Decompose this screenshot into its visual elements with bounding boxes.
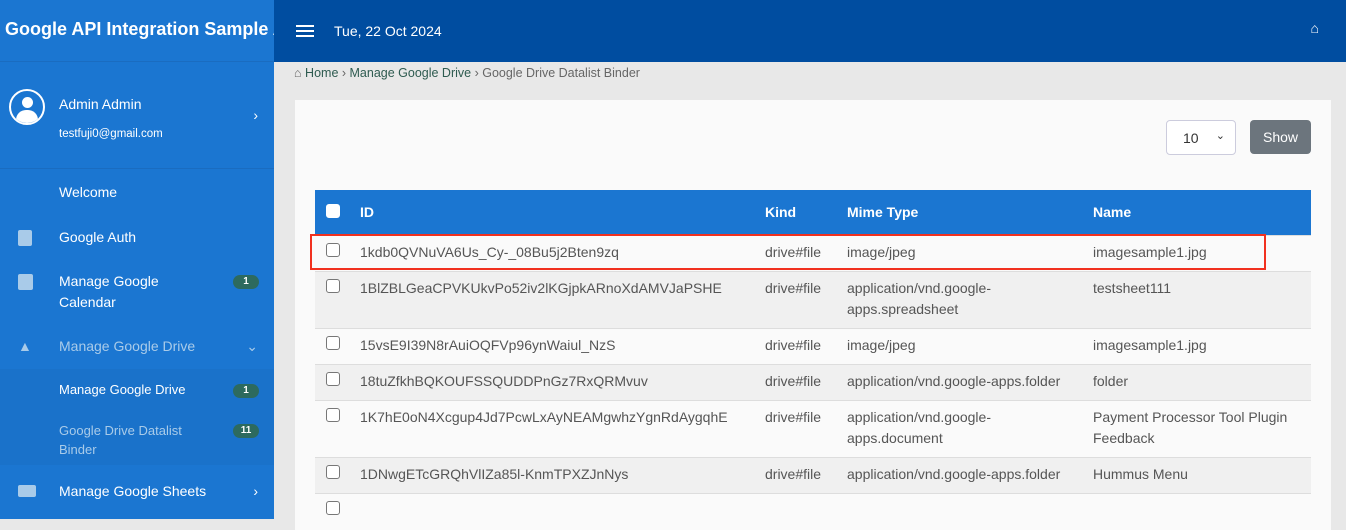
user-name: Admin Admin xyxy=(59,96,142,112)
hamburger-menu-icon[interactable] xyxy=(296,25,314,37)
sidebar-item-label: Google Drive Datalist Binder xyxy=(59,423,182,457)
select-all-checkbox[interactable] xyxy=(326,204,340,219)
cell-kind: drive#file xyxy=(765,270,847,328)
current-date: Tue, 22 Oct 2024 xyxy=(334,23,442,39)
sidebar-item-label: Manage Google Drive xyxy=(59,382,186,397)
cell-kind: drive#file xyxy=(765,456,847,493)
col-kind: Kind xyxy=(765,190,847,235)
col-id: ID xyxy=(360,190,765,235)
table-row[interactable]: 18tuZfkhBQKOUFSSQUDDPnGz7RxQRMvuv drive#f… xyxy=(315,363,1311,400)
chevron-down-icon: ⌄ xyxy=(1215,130,1225,142)
cell-mime: application/vnd.google-apps.folder xyxy=(847,363,1093,400)
user-panel[interactable]: Admin Admin testfuji0@gmail.com › xyxy=(0,62,274,169)
sheet-icon xyxy=(18,485,36,497)
show-button[interactable]: Show xyxy=(1250,120,1311,154)
cell-id: 1BlZBLGeaCPVKUkvPo52iv2lKGjpkARnoXdAMVJa… xyxy=(360,270,765,328)
page-size-value: 10 xyxy=(1183,130,1199,146)
row-checkbox[interactable] xyxy=(326,500,340,515)
cell-mime: application/vnd.google-apps.spreadsheet xyxy=(847,270,1093,328)
files-table: ID Kind Mime Type Name 1kdb0QVNuVA6Us_Cy… xyxy=(315,190,1311,529)
page-size-select[interactable]: 10 ⌄ xyxy=(1166,120,1236,155)
row-checkbox[interactable] xyxy=(326,371,340,386)
user-avatar-icon xyxy=(9,89,45,125)
sidebar-item-label: Manage Google Drive xyxy=(59,338,196,354)
table-row[interactable]: 1kdb0QVNuVA6Us_Cy-_08Bu5j2Bten9zq drive#f… xyxy=(315,234,1311,271)
breadcrumb-manage-drive[interactable]: Manage Google Drive xyxy=(349,66,472,80)
top-bar: Tue, 22 Oct 2024 ⌂ xyxy=(274,0,1346,62)
sidebar-item-label: Google Auth xyxy=(59,229,137,245)
home-icon: ⌂ xyxy=(294,66,302,80)
cell-name: Payment Processor Tool Plugin Feedback xyxy=(1093,399,1311,457)
sidebar-item-label: Welcome xyxy=(59,184,118,200)
cell-id: 15vsE9I39N8rAuiOQFVp96ynWaiul_NzS xyxy=(360,327,765,364)
cell-name: imagesample1.jpg xyxy=(1093,234,1311,271)
row-checkbox[interactable] xyxy=(326,335,340,350)
cell-id: 1kdb0QVNuVA6Us_Cy-_08Bu5j2Bten9zq xyxy=(360,234,765,271)
chevron-right-icon: › xyxy=(253,483,258,499)
cell-id: 1K7hE0oN4Xcgup4Jd7PcwLxAyNEAMgwhzYgnRdAy… xyxy=(360,399,765,457)
cell-kind: drive#file xyxy=(765,363,847,400)
user-email: testfuji0@gmail.com xyxy=(59,128,163,140)
row-checkbox[interactable] xyxy=(326,407,340,422)
chevron-down-icon: ⌄ xyxy=(246,338,258,354)
breadcrumb-current: Google Drive Datalist Binder xyxy=(482,66,640,80)
cell-name: Hummus Menu xyxy=(1093,456,1311,493)
contact-book-icon xyxy=(18,230,32,246)
breadcrumb: ⌂ Home › Manage Google Drive › Google Dr… xyxy=(294,66,640,80)
cell-mime: application/vnd.google-apps.folder xyxy=(847,456,1093,493)
badge: 1 xyxy=(233,275,259,289)
cell-kind: drive#file xyxy=(765,327,847,364)
google-drive-icon: ▲ xyxy=(18,338,32,354)
chevron-right-icon: › xyxy=(253,107,258,123)
cell-mime: image/jpeg xyxy=(847,234,1093,271)
table-row[interactable]: 15vsE9I39N8rAuiOQFVp96ynWaiul_NzS drive#f… xyxy=(315,327,1311,364)
table-row[interactable]: 1DNwgETcGRQhVlIZa85l-KnmTPXZJnNys drive#f… xyxy=(315,456,1311,493)
cell-name: testsheet111 xyxy=(1093,270,1311,328)
sidebar-item-label: Manage Google Calendar xyxy=(59,273,159,310)
table-row[interactable]: 1K7hE0oN4Xcgup4Jd7PcwLxAyNEAMgwhzYgnRdAy… xyxy=(315,399,1311,457)
cell-kind: drive#file xyxy=(765,399,847,457)
cell-mime: image/jpeg xyxy=(847,327,1093,364)
cell-mime: application/vnd.google-apps.document xyxy=(847,399,1093,457)
table-header: ID Kind Mime Type Name xyxy=(315,190,1311,235)
cell-id: 18tuZfkhBQKOUFSSQUDDPnGz7RxQRMvuv xyxy=(360,363,765,400)
cell-name: folder xyxy=(1093,363,1311,400)
row-checkbox[interactable] xyxy=(326,278,340,293)
home-icon[interactable]: ⌂ xyxy=(1310,20,1319,36)
table-row[interactable] xyxy=(315,492,1311,529)
col-mime: Mime Type xyxy=(847,190,1093,235)
breadcrumb-home[interactable]: Home xyxy=(305,66,339,80)
cell-id: 1DNwgETcGRQhVlIZa85l-KnmTPXZJnNys xyxy=(360,456,765,493)
table-row[interactable]: 1BlZBLGeaCPVKUkvPo52iv2lKGjpkARnoXdAMVJa… xyxy=(315,270,1311,328)
col-name: Name xyxy=(1093,190,1311,235)
app-title: Google API Integration Sample App xyxy=(0,0,274,62)
cell-name: imagesample1.jpg xyxy=(1093,327,1311,364)
row-checkbox[interactable] xyxy=(326,242,340,257)
cell-kind: drive#file xyxy=(765,234,847,271)
badge: 1 xyxy=(233,384,259,398)
sidebar: Google API Integration Sample App Admin … xyxy=(0,0,274,519)
calendar-check-icon xyxy=(18,274,33,290)
row-checkbox[interactable] xyxy=(326,464,340,479)
badge: 11 xyxy=(233,424,259,438)
submenu-drive xyxy=(0,369,274,465)
sidebar-item-label: Manage Google Sheets xyxy=(59,483,207,499)
